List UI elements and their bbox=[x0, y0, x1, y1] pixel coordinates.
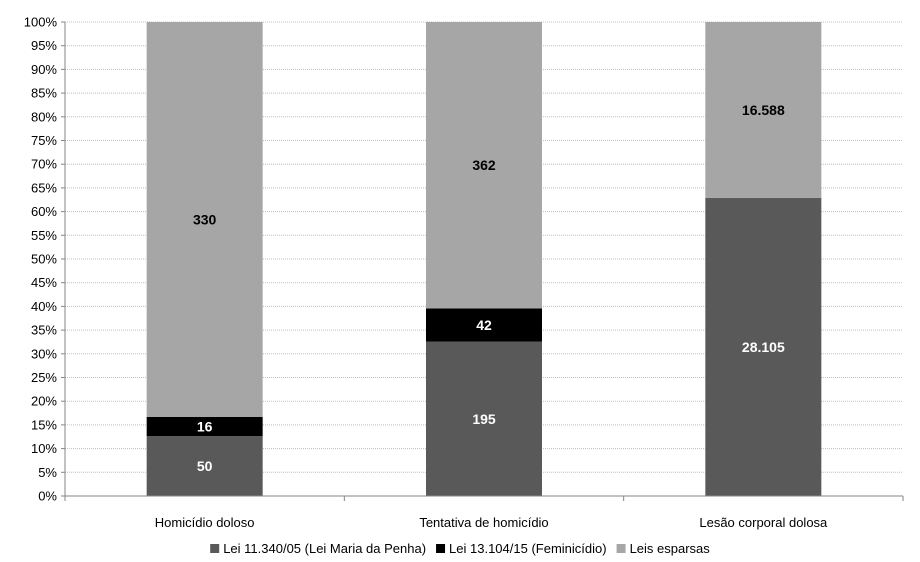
y-tick-label: 20% bbox=[31, 394, 57, 409]
bar-segment bbox=[426, 22, 542, 309]
legend-label: Leis esparsas bbox=[630, 541, 711, 556]
data-label: 330 bbox=[193, 212, 217, 228]
y-tick-label: 40% bbox=[31, 299, 57, 314]
y-tick-label: 55% bbox=[31, 228, 57, 243]
x-category-label: Tentativa de homicídio bbox=[419, 515, 548, 530]
y-tick-label: 0% bbox=[38, 489, 57, 504]
legend: Lei 11.340/05 (Lei Maria da Penha) Lei 13… bbox=[210, 541, 710, 556]
y-tick-label: 30% bbox=[31, 346, 57, 361]
bar-segment bbox=[146, 436, 263, 496]
legend-swatch bbox=[616, 544, 626, 553]
data-label: 16 bbox=[197, 419, 213, 435]
bar-segment bbox=[426, 308, 542, 342]
y-tick-label: 85% bbox=[31, 86, 57, 101]
data-label: 16.588 bbox=[742, 102, 785, 118]
y-tick-label: 5% bbox=[38, 465, 57, 480]
data-label: 195 bbox=[472, 411, 496, 427]
y-tick-label: 50% bbox=[31, 252, 57, 267]
y-tick-label: 100% bbox=[24, 15, 58, 30]
y-tick-label: 25% bbox=[31, 370, 57, 385]
bar-segment bbox=[705, 197, 822, 496]
y-tick-label: 65% bbox=[31, 180, 57, 195]
data-label: 28.105 bbox=[742, 339, 785, 355]
y-tick-label: 35% bbox=[31, 323, 57, 338]
legend-swatch bbox=[436, 544, 446, 553]
bar-segment bbox=[146, 417, 263, 437]
y-tick-label: 80% bbox=[31, 109, 57, 124]
legend-label: Lei 11.340/05 (Lei Maria da Penha) bbox=[223, 541, 426, 556]
y-tick-label: 45% bbox=[31, 275, 57, 290]
bar-segment bbox=[705, 22, 822, 198]
x-axis: Homicídio doloso Tentativa de homicídio Le… bbox=[64, 495, 904, 530]
y-tick-label: 75% bbox=[31, 133, 57, 148]
bars: 50 16 330 195 42 362 28.105 16.588 bbox=[146, 22, 822, 496]
y-tick-label: 60% bbox=[31, 204, 57, 219]
data-label: 50 bbox=[197, 458, 213, 474]
y-tick-label: 95% bbox=[31, 38, 57, 53]
y-tick-label: 15% bbox=[31, 417, 57, 432]
y-tick-label: 70% bbox=[31, 157, 57, 172]
x-category-label: Homicídio doloso bbox=[155, 515, 255, 530]
y-tick-label: 90% bbox=[31, 62, 57, 77]
data-label: 42 bbox=[476, 317, 492, 333]
data-label: 362 bbox=[472, 157, 496, 173]
bar-segment bbox=[146, 22, 263, 417]
legend-swatch bbox=[210, 544, 220, 553]
bar-segment bbox=[426, 341, 542, 496]
y-tick-label: 10% bbox=[31, 441, 57, 456]
legend-label: Lei 13.104/15 (Feminicídio) bbox=[449, 541, 607, 556]
y-axis: 0% 5% 10% 15% 20% 25% 30% 35% 40% 45% 50% 55% 60% 65%… bbox=[24, 15, 66, 504]
x-category-label: Lesão corporal dolosa bbox=[699, 515, 828, 530]
